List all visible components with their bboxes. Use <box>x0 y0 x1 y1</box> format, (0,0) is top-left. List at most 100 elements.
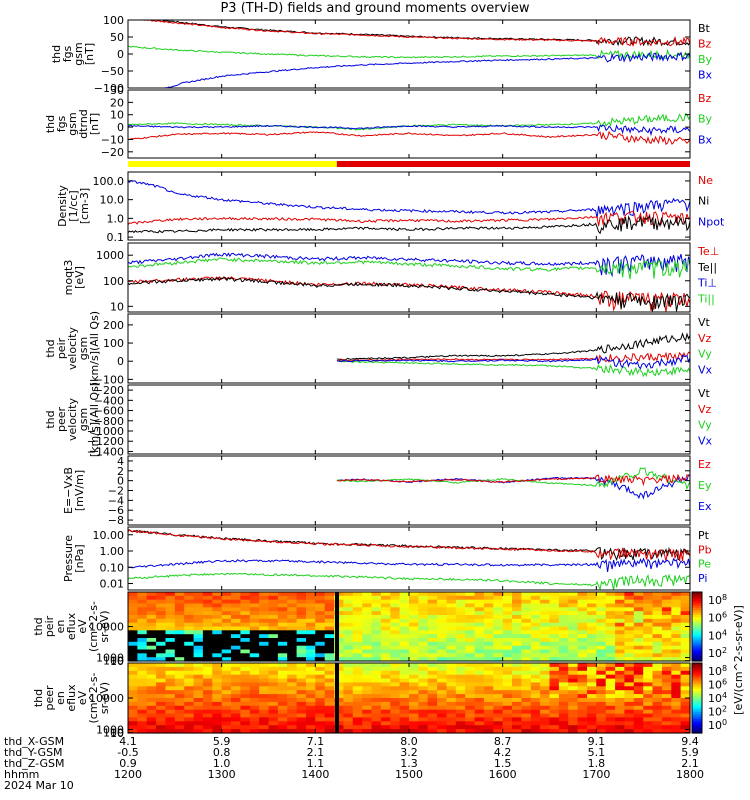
spectrogram-cell <box>371 717 382 722</box>
spectrogram-cell <box>643 595 654 601</box>
spectrogram-cell <box>455 607 466 612</box>
spectrogram-cell <box>671 690 682 695</box>
spectrogram-cell <box>671 698 682 703</box>
spectrogram-cell <box>568 670 579 676</box>
spectrogram-cell <box>493 653 504 658</box>
spectrogram-cell <box>446 686 457 691</box>
spectrogram-cell <box>174 686 185 691</box>
spectrogram-cell <box>437 599 448 605</box>
spectrogram-cell <box>577 690 588 695</box>
spectrogram-cell <box>249 649 260 654</box>
spectrogram-cell <box>352 701 363 707</box>
spectrogram-cell <box>221 638 232 643</box>
spectrogram-cell <box>277 638 288 643</box>
spectrogram-cell <box>437 682 448 687</box>
spectrogram-cell <box>437 663 448 668</box>
spectrogram-cell <box>493 603 504 608</box>
spectrogram-cell <box>174 721 185 726</box>
spectrogram-cell <box>409 705 419 711</box>
spectrogram-cell <box>399 694 410 699</box>
spectrogram-cell <box>643 717 654 722</box>
spectrogram-cell <box>661 670 672 676</box>
y-tick-label: −20 <box>101 146 124 159</box>
spectrogram-cell <box>409 709 419 715</box>
spectrogram-cell <box>502 721 513 726</box>
spectrogram-cell <box>315 611 326 616</box>
spectrogram-cell <box>343 638 354 643</box>
spectrogram-cell <box>418 622 429 628</box>
spectrogram-cell <box>306 657 316 662</box>
spectrogram-cell <box>493 607 504 612</box>
spectrogram-cell <box>212 663 223 668</box>
spectrogram-cell <box>324 729 335 734</box>
spectrogram-cell <box>680 638 691 643</box>
y-tick-label: 2 <box>117 465 124 478</box>
spectrogram-cell <box>502 678 513 684</box>
spectrogram-cell <box>643 603 654 608</box>
spectrogram-cell <box>661 595 672 601</box>
spectrogram-cell <box>483 674 494 680</box>
spectrogram-cell <box>671 670 682 676</box>
spectrogram-cell <box>577 626 588 631</box>
spectrogram-cell <box>249 622 260 628</box>
spectrogram-cell <box>474 713 485 719</box>
spectrogram-cell <box>409 678 419 684</box>
spectrogram-cell <box>268 649 279 654</box>
spectrogram-cell <box>446 657 457 662</box>
spectrogram-cell <box>362 670 373 676</box>
spectrogram-cell <box>540 674 551 680</box>
spectrogram-cell <box>680 721 691 726</box>
spectrogram-cell <box>146 653 157 658</box>
spectrogram-cell <box>540 686 551 691</box>
spectrogram-cell <box>202 686 213 691</box>
spectrogram-cell <box>390 618 401 624</box>
spectrogram-cell <box>568 630 579 635</box>
spectrogram-cell <box>362 721 373 726</box>
spectrogram-cell <box>680 698 691 703</box>
spectrogram-cell <box>521 645 532 651</box>
spectrogram-cell <box>633 705 644 711</box>
spectrogram-cell <box>615 663 626 668</box>
colorbar-cell <box>692 635 702 639</box>
spectrogram-cell <box>399 698 410 703</box>
spectrogram-cell <box>493 670 504 676</box>
spectrogram-cell <box>493 705 504 711</box>
spectrogram-cell <box>231 717 241 722</box>
spectrogram-cell <box>437 709 448 715</box>
spectrogram-cell <box>624 649 635 654</box>
spectrogram-cell <box>165 690 176 695</box>
spectrogram-cell <box>221 611 232 616</box>
spectrogram-cell <box>268 670 279 676</box>
spectrogram-cell <box>661 626 672 631</box>
spectrogram-cell <box>399 686 410 691</box>
spectrogram-cell <box>352 653 363 658</box>
spectrogram-cell <box>156 615 167 620</box>
spectrogram-cell <box>577 611 588 616</box>
spectrogram-cell <box>671 682 682 687</box>
spectrogram-cell <box>661 622 672 628</box>
spectrogram-cell <box>605 649 616 654</box>
spectrogram-cell <box>399 653 410 658</box>
colorbar-cell <box>692 707 702 711</box>
spectrogram-cell <box>362 626 373 631</box>
colorbar-cell <box>692 642 702 646</box>
legend-vt: Vt <box>698 316 711 329</box>
spectrogram-cell <box>221 607 232 612</box>
spectrogram-cell <box>418 615 429 620</box>
spectrogram-cell <box>221 653 232 658</box>
spectrogram-cell <box>605 666 616 672</box>
spectrogram-cell <box>455 694 466 699</box>
spectrogram-cell <box>605 622 616 628</box>
spectrogram-cell <box>633 626 644 631</box>
spectrogram-cell <box>202 678 213 684</box>
spectrogram-cell <box>652 634 663 639</box>
spectrogram-cell <box>146 626 157 631</box>
spectrogram-cell <box>465 603 476 608</box>
spectrogram-cell <box>633 701 644 707</box>
spectrogram-cell <box>249 666 260 672</box>
spectrogram-cell <box>652 709 663 715</box>
spectrogram-cell <box>249 638 260 643</box>
y-tick-label: 1000 <box>96 249 124 262</box>
spectrogram-cell <box>530 725 541 730</box>
